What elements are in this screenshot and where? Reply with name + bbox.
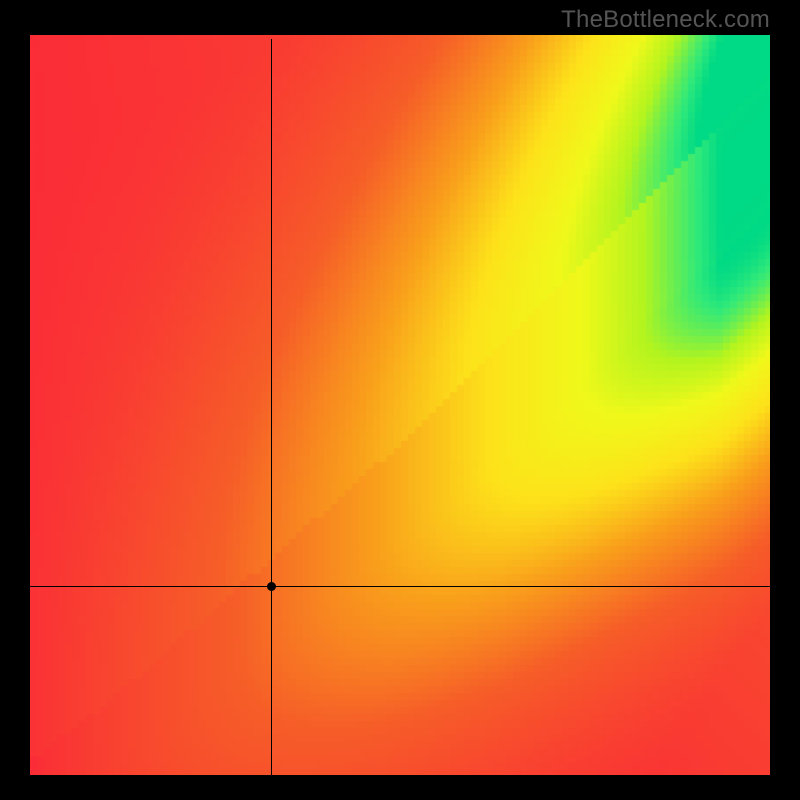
- heatmap-canvas: [30, 35, 770, 775]
- selection-marker: [267, 582, 276, 591]
- crosshair-vertical: [271, 39, 272, 775]
- figure-container: TheBottleneck.com: [0, 0, 800, 800]
- watermark-text: TheBottleneck.com: [561, 6, 770, 34]
- heatmap-plot: [30, 35, 770, 775]
- crosshair-horizontal: [30, 586, 770, 587]
